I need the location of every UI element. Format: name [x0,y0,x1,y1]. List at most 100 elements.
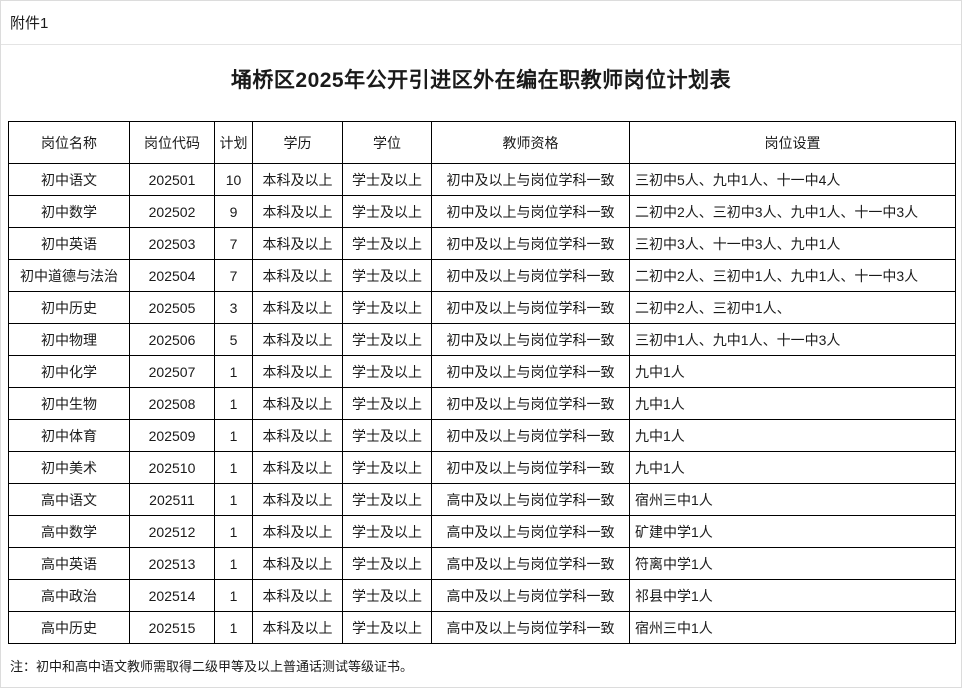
cell-education: 本科及以上 [252,547,343,580]
cell-education: 本科及以上 [252,355,343,388]
cell-teacher-qualification: 初中及以上与岗位学科一致 [431,291,630,324]
cell-teacher-qualification: 初中及以上与岗位学科一致 [431,259,630,292]
cell-degree: 学士及以上 [342,227,432,260]
table-row: 高中历史 202515 1 本科及以上 学士及以上 高中及以上与岗位学科一致 宿州三中1人 [8,611,956,644]
cell-plan-count: 1 [214,515,253,548]
table-row: 初中道德与法治 202504 7 本科及以上 学士及以上 初中及以上与岗位学科一致 二初中2… [8,259,956,292]
cell-degree: 学士及以上 [342,323,432,356]
cell-position-name: 初中体育 [8,419,130,452]
cell-position-code: 202503 [129,227,215,260]
position-plan-table: 岗位名称 岗位代码 计划 学历 学位 教师资格 岗位设置 初中语文 202501 10 本科及以上… [8,121,956,644]
cell-degree: 学士及以上 [342,579,432,612]
cell-plan-count: 7 [214,259,253,292]
cell-teacher-qualification: 初中及以上与岗位学科一致 [431,451,630,484]
cell-position-setup: 九中1人 [629,355,956,388]
cell-position-setup: 三初中5人、九中1人、十一中4人 [629,163,956,196]
cell-position-name: 高中英语 [8,547,130,580]
cell-plan-count: 1 [214,579,253,612]
table-row: 初中语文 202501 10 本科及以上 学士及以上 初中及以上与岗位学科一致 三初中5人、… [8,163,956,196]
table-row: 初中历史 202505 3 本科及以上 学士及以上 初中及以上与岗位学科一致 二初中2人、三… [8,291,956,324]
table-row: 初中物理 202506 5 本科及以上 学士及以上 初中及以上与岗位学科一致 三初中1人、九… [8,323,956,356]
attachment-bar: 附件1 [1,1,961,45]
cell-teacher-qualification: 初中及以上与岗位学科一致 [431,419,630,452]
cell-position-name: 初中数学 [8,195,130,228]
cell-position-setup: 三初中1人、九中1人、十一中3人 [629,323,956,356]
cell-education: 本科及以上 [252,195,343,228]
cell-position-setup: 九中1人 [629,419,956,452]
cell-position-setup: 二初中2人、三初中3人、九中1人、十一中3人 [629,195,956,228]
cell-education: 本科及以上 [252,483,343,516]
cell-position-name: 初中历史 [8,291,130,324]
cell-plan-count: 10 [214,163,253,196]
cell-position-setup: 宿州三中1人 [629,483,956,516]
cell-degree: 学士及以上 [342,195,432,228]
cell-position-setup: 宿州三中1人 [629,611,956,644]
cell-position-name: 初中语文 [8,163,130,196]
cell-degree: 学士及以上 [342,291,432,324]
cell-education: 本科及以上 [252,259,343,292]
cell-position-setup: 符离中学1人 [629,547,956,580]
cell-position-name: 初中道德与法治 [8,259,130,292]
cell-plan-count: 3 [214,291,253,324]
cell-plan-count: 1 [214,451,253,484]
table-row: 高中政治 202514 1 本科及以上 学士及以上 高中及以上与岗位学科一致 祁县中学1人 [8,579,956,612]
cell-position-setup: 九中1人 [629,387,956,420]
cell-education: 本科及以上 [252,227,343,260]
cell-position-setup: 矿建中学1人 [629,515,956,548]
cell-position-name: 初中化学 [8,355,130,388]
cell-plan-count: 9 [214,195,253,228]
cell-degree: 学士及以上 [342,419,432,452]
cell-position-name: 初中物理 [8,323,130,356]
table-row: 初中化学 202507 1 本科及以上 学士及以上 初中及以上与岗位学科一致 九中1人 [8,355,956,388]
cell-plan-count: 1 [214,483,253,516]
table-row: 初中英语 202503 7 本科及以上 学士及以上 初中及以上与岗位学科一致 三初中3人、十… [8,227,956,260]
cell-position-code: 202512 [129,515,215,548]
column-header-degree: 学位 [342,121,432,164]
cell-degree: 学士及以上 [342,355,432,388]
cell-position-code: 202506 [129,323,215,356]
cell-position-code: 202509 [129,419,215,452]
cell-position-code: 202511 [129,483,215,516]
cell-teacher-qualification: 高中及以上与岗位学科一致 [431,611,630,644]
cell-education: 本科及以上 [252,611,343,644]
cell-position-code: 202515 [129,611,215,644]
table-body: 初中语文 202501 10 本科及以上 学士及以上 初中及以上与岗位学科一致 三初中5人、… [8,163,956,644]
cell-position-setup: 二初中2人、三初中1人、九中1人、十一中3人 [629,259,956,292]
cell-plan-count: 1 [214,355,253,388]
cell-teacher-qualification: 高中及以上与岗位学科一致 [431,547,630,580]
cell-position-name: 初中生物 [8,387,130,420]
cell-plan-count: 5 [214,323,253,356]
cell-position-code: 202504 [129,259,215,292]
cell-degree: 学士及以上 [342,451,432,484]
cell-position-setup: 三初中3人、十一中3人、九中1人 [629,227,956,260]
footnote: 注：初中和高中语文教师需取得二级甲等及以上普通话测试等级证书。 [10,659,414,674]
cell-position-code: 202501 [129,163,215,196]
table-row: 初中生物 202508 1 本科及以上 学士及以上 初中及以上与岗位学科一致 九中1人 [8,387,956,420]
cell-teacher-qualification: 高中及以上与岗位学科一致 [431,515,630,548]
cell-plan-count: 1 [214,547,253,580]
cell-plan-count: 1 [214,419,253,452]
cell-plan-count: 1 [214,387,253,420]
cell-degree: 学士及以上 [342,163,432,196]
table-row: 初中体育 202509 1 本科及以上 学士及以上 初中及以上与岗位学科一致 九中1人 [8,419,956,452]
cell-education: 本科及以上 [252,163,343,196]
column-header-position-name: 岗位名称 [8,121,130,164]
cell-position-name: 高中政治 [8,579,130,612]
cell-position-setup: 二初中2人、三初中1人、 [629,291,956,324]
cell-education: 本科及以上 [252,515,343,548]
cell-degree: 学士及以上 [342,611,432,644]
column-header-teacher-qualification: 教师资格 [431,121,630,164]
cell-education: 本科及以上 [252,579,343,612]
column-header-position-code: 岗位代码 [129,121,215,164]
cell-education: 本科及以上 [252,387,343,420]
page-title: 埇桥区2025年公开引进区外在编在职教师岗位计划表 [230,69,732,92]
cell-position-name: 初中英语 [8,227,130,260]
cell-position-name: 高中历史 [8,611,130,644]
table-row: 初中美术 202510 1 本科及以上 学士及以上 初中及以上与岗位学科一致 九中1人 [8,451,956,484]
cell-teacher-qualification: 初中及以上与岗位学科一致 [431,323,630,356]
cell-degree: 学士及以上 [342,483,432,516]
cell-teacher-qualification: 初中及以上与岗位学科一致 [431,355,630,388]
column-header-education: 学历 [252,121,343,164]
cell-education: 本科及以上 [252,451,343,484]
cell-teacher-qualification: 初中及以上与岗位学科一致 [431,227,630,260]
